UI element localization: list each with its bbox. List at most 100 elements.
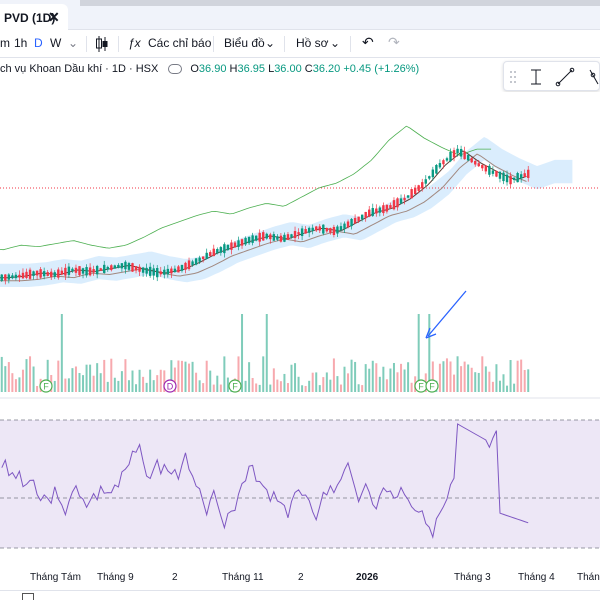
open-key: O [190, 63, 199, 75]
volume-bar [506, 385, 509, 392]
interval-d[interactable]: D [34, 36, 43, 50]
candle-body [219, 247, 223, 253]
candle-body [505, 174, 509, 183]
lagging-span-line [0, 125, 492, 251]
volume-bar [78, 373, 81, 392]
candle-body [28, 269, 32, 279]
candle-body [141, 267, 145, 273]
candle-body [71, 268, 74, 272]
redo-icon[interactable]: ↷ [388, 34, 400, 50]
volume-bar [339, 384, 342, 392]
volume-bar [403, 369, 406, 392]
interval-w[interactable]: W [50, 36, 62, 50]
candle-body [88, 267, 92, 276]
candle-body [156, 267, 159, 278]
volume-bar [205, 360, 208, 392]
candle-body [350, 218, 353, 227]
candle-body [50, 271, 53, 277]
volume-bar [378, 376, 381, 392]
volume-bar [527, 369, 530, 392]
volume-bar [431, 361, 434, 392]
volume-bar [347, 373, 350, 392]
time-axis-label: 2026 [356, 572, 379, 583]
close-value: 36.20 [312, 63, 341, 75]
volume-bar [332, 358, 335, 392]
close-tab-icon[interactable]: ✕ [48, 9, 60, 25]
candle-body [300, 228, 304, 237]
candle-body [484, 165, 488, 172]
volume-bar [364, 364, 367, 392]
calendar-icon[interactable] [22, 593, 34, 600]
chevron-down-icon[interactable]: ⌄ [265, 36, 276, 50]
volume-bar [89, 364, 92, 392]
volume-bar [99, 373, 102, 392]
volume-bar [53, 380, 56, 392]
candle-body [237, 240, 240, 247]
volume-bar [18, 377, 21, 392]
volume-bar [198, 380, 201, 392]
volume-bar [191, 361, 194, 392]
candlestick-type-icon[interactable] [95, 35, 109, 53]
candle-body [452, 150, 456, 158]
volume-bar [25, 359, 28, 392]
symbol-name[interactable]: ch vụ Khoan Dầu khí · 1D · HSX [0, 63, 159, 75]
volume-bar [491, 381, 494, 392]
volume-bar [470, 367, 473, 392]
time-axis-label: Tháng Tám [30, 572, 81, 583]
volume-bar [14, 379, 17, 392]
candle-body [463, 151, 466, 160]
chevron-down-icon[interactable]: ⌄ [68, 36, 79, 50]
volume-bar [516, 360, 519, 392]
chevron-down-icon[interactable]: ⌄ [330, 36, 341, 50]
tab-bar: PVD (1D) ✕ [0, 0, 600, 30]
candle-body [495, 170, 498, 177]
candle-body [336, 226, 339, 234]
volume-bar [449, 361, 452, 392]
toolbar-divider [213, 36, 214, 52]
candle-body [438, 163, 442, 168]
cursor-icon[interactable] [531, 69, 541, 85]
volume-bar [11, 373, 14, 392]
volume-bar [180, 360, 183, 392]
candle-body [428, 176, 431, 179]
candle-body [516, 173, 519, 183]
candle-body [166, 268, 170, 275]
candle-body [180, 264, 184, 271]
candle-body [399, 198, 403, 204]
candle-body [53, 272, 56, 277]
chart-tab[interactable]: PVD (1D) ✕ [0, 4, 68, 30]
volume-bar [417, 314, 420, 392]
volume-bar [145, 382, 148, 392]
profile-button[interactable]: Hồ sơ [296, 36, 329, 50]
undo-icon[interactable]: ↶ [362, 34, 374, 50]
candle-body [138, 266, 141, 272]
volume-bar [152, 380, 155, 392]
shapes-icon[interactable] [589, 69, 599, 85]
volume-bar [396, 372, 399, 392]
candle-body [201, 256, 205, 260]
candle-body [205, 252, 208, 259]
candle-body [110, 265, 113, 271]
candle-body [332, 226, 336, 235]
layouts-button[interactable]: Biểu đồ [224, 36, 265, 50]
drag-handle-icon[interactable] [510, 71, 516, 83]
interval-minutes[interactable]: m [0, 36, 10, 50]
volume-bar [219, 384, 222, 392]
fx-icon: ƒx [128, 36, 141, 50]
candle-body [406, 195, 410, 198]
indicators-button[interactable]: Các chỉ báo [148, 36, 212, 50]
volume-bar [265, 314, 268, 392]
volume-bar [371, 360, 374, 392]
candle-body [329, 228, 332, 233]
volume-bar [113, 377, 116, 392]
volume-bar [400, 363, 403, 392]
interval-1h[interactable]: 1h [14, 36, 28, 50]
trend-line-icon[interactable] [555, 67, 575, 87]
volume-bar [21, 369, 24, 392]
candle-body [307, 227, 311, 233]
candle-body [339, 226, 343, 231]
eye-icon[interactable] [168, 64, 183, 75]
candle-body [78, 266, 81, 276]
